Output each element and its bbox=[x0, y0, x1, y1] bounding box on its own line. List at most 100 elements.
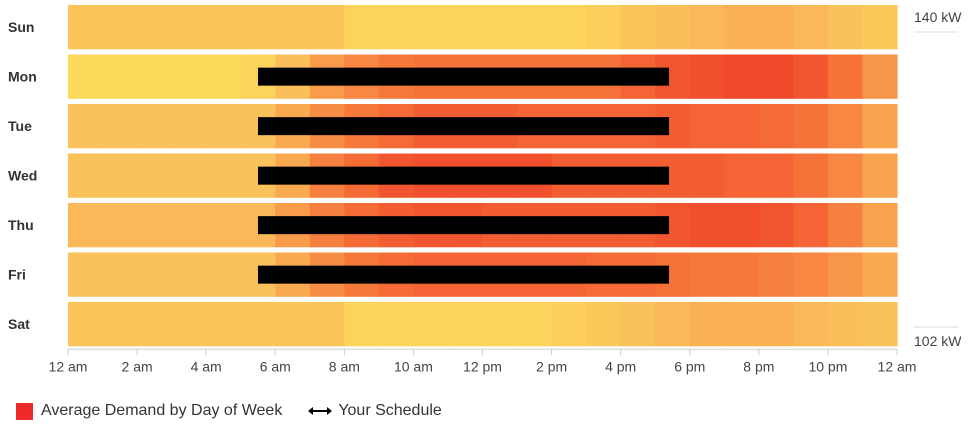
heatmap-cell bbox=[171, 252, 207, 297]
heatmap-cell bbox=[586, 302, 622, 347]
heatmap-cell bbox=[102, 203, 138, 248]
x-tick-label: 12 pm bbox=[463, 358, 502, 374]
heatmap-cell bbox=[793, 302, 829, 347]
heatmap-cell bbox=[137, 302, 173, 347]
heatmap-cell bbox=[862, 203, 898, 248]
x-tick-label: 8 pm bbox=[743, 358, 774, 374]
heatmap-cell bbox=[689, 104, 725, 149]
heatmap-cell bbox=[171, 153, 207, 198]
day-label: Thu bbox=[8, 217, 34, 233]
heatmap-cell bbox=[689, 5, 725, 50]
heatmap-cell bbox=[275, 5, 311, 50]
heatmap-cell bbox=[689, 54, 725, 99]
x-tick-label: 2 pm bbox=[536, 358, 567, 374]
x-tick-label: 6 am bbox=[260, 358, 291, 374]
day-label: Wed bbox=[8, 168, 37, 184]
heatmap-cell bbox=[724, 153, 760, 198]
heatmap-cell bbox=[827, 203, 864, 248]
heatmap-cell bbox=[206, 54, 242, 99]
heatmap-cell bbox=[240, 302, 276, 347]
heatmap-cell bbox=[724, 302, 760, 347]
heatmap-cell bbox=[724, 252, 760, 297]
heatmap-cell bbox=[68, 104, 104, 149]
heatmap-cell bbox=[68, 203, 104, 248]
heatmap-cell bbox=[758, 203, 794, 248]
heatmap-cell bbox=[724, 104, 760, 149]
heatmap-cell bbox=[862, 5, 898, 50]
heatmap-cell bbox=[793, 5, 829, 50]
heatmap-cell bbox=[102, 302, 138, 347]
heatmap-cell bbox=[827, 104, 864, 149]
heatmap-cell bbox=[137, 252, 173, 297]
heatmap-cell bbox=[793, 104, 829, 149]
legend-item-demand[interactable]: Average Demand by Day of Week bbox=[16, 402, 282, 420]
heatmap-cell bbox=[275, 302, 311, 347]
heatmap-cell bbox=[378, 5, 415, 50]
legend-item-schedule[interactable]: Your Schedule bbox=[308, 402, 442, 420]
heatmap-cell bbox=[102, 252, 138, 297]
heatmap-row-sat bbox=[68, 302, 898, 347]
heatmap-cell bbox=[793, 203, 829, 248]
heatmap-cell bbox=[309, 5, 345, 50]
heatmap-cell bbox=[102, 5, 138, 50]
heatmap-cell bbox=[378, 302, 415, 347]
heatmap-cell bbox=[827, 153, 864, 198]
heatmap-cell bbox=[758, 104, 794, 149]
schedule-bar bbox=[257, 117, 670, 136]
heatmap-cell bbox=[827, 252, 864, 297]
heatmap-cell bbox=[862, 153, 898, 198]
heatmap-cell bbox=[447, 302, 484, 347]
heatmap-row-thu bbox=[68, 203, 898, 248]
day-label: Mon bbox=[8, 69, 37, 85]
heatmap-cell bbox=[171, 104, 207, 149]
heatmap-cell bbox=[586, 5, 622, 50]
heatmap-cell bbox=[758, 153, 794, 198]
heatmap-cell bbox=[724, 5, 760, 50]
heatmap-cell bbox=[620, 302, 656, 347]
heatmap-cell bbox=[517, 5, 553, 50]
heatmap-cell bbox=[551, 302, 587, 347]
heatmap-cell bbox=[206, 153, 242, 198]
heatmap-cell bbox=[206, 5, 242, 50]
heatmap-cell bbox=[206, 203, 242, 248]
heatmap-cell bbox=[102, 54, 138, 99]
heatmap-cell bbox=[171, 203, 207, 248]
heatmap-cell bbox=[758, 5, 794, 50]
heatmap-cell bbox=[206, 252, 242, 297]
day-label: Sat bbox=[8, 316, 30, 332]
heatmap-cell bbox=[171, 54, 207, 99]
x-tick-label: 2 am bbox=[122, 358, 153, 374]
legend-label-schedule: Your Schedule bbox=[338, 402, 442, 419]
schedule-bar bbox=[257, 166, 670, 185]
x-tick-label: 12 am bbox=[878, 358, 917, 374]
scale-max-label: 140 kW bbox=[914, 9, 962, 25]
heatmap-cell bbox=[758, 302, 794, 347]
double-arrow-icon bbox=[308, 407, 333, 415]
schedule-bar bbox=[257, 67, 670, 86]
heatmap-cell bbox=[447, 5, 484, 50]
heatmap-cell bbox=[413, 5, 449, 50]
heatmap-cell bbox=[68, 54, 104, 99]
heatmap-cell bbox=[689, 302, 725, 347]
day-label: Tue bbox=[8, 118, 32, 134]
heatmap-cell bbox=[724, 203, 760, 248]
heatmap-cell bbox=[862, 54, 898, 99]
x-tick-label: 6 pm bbox=[674, 358, 705, 374]
x-tick-label: 8 am bbox=[329, 358, 360, 374]
heatmap-cell bbox=[102, 153, 138, 198]
heatmap-cell bbox=[517, 302, 553, 347]
x-tick-label: 10 am bbox=[394, 358, 433, 374]
scale-min-label: 102 kW bbox=[914, 333, 962, 349]
heatmap-cell bbox=[137, 104, 173, 149]
heatmap-cell bbox=[137, 203, 173, 248]
heatmap-cell bbox=[758, 54, 794, 99]
heatmap-cell bbox=[862, 302, 898, 347]
x-tick-label: 4 pm bbox=[605, 358, 636, 374]
heatmap-cell bbox=[689, 203, 725, 248]
schedule-bar bbox=[257, 216, 670, 235]
heatmap-cell bbox=[68, 5, 104, 50]
heatmap-cell bbox=[240, 5, 276, 50]
day-label: Sun bbox=[8, 19, 34, 35]
heatmap-cell bbox=[689, 153, 725, 198]
